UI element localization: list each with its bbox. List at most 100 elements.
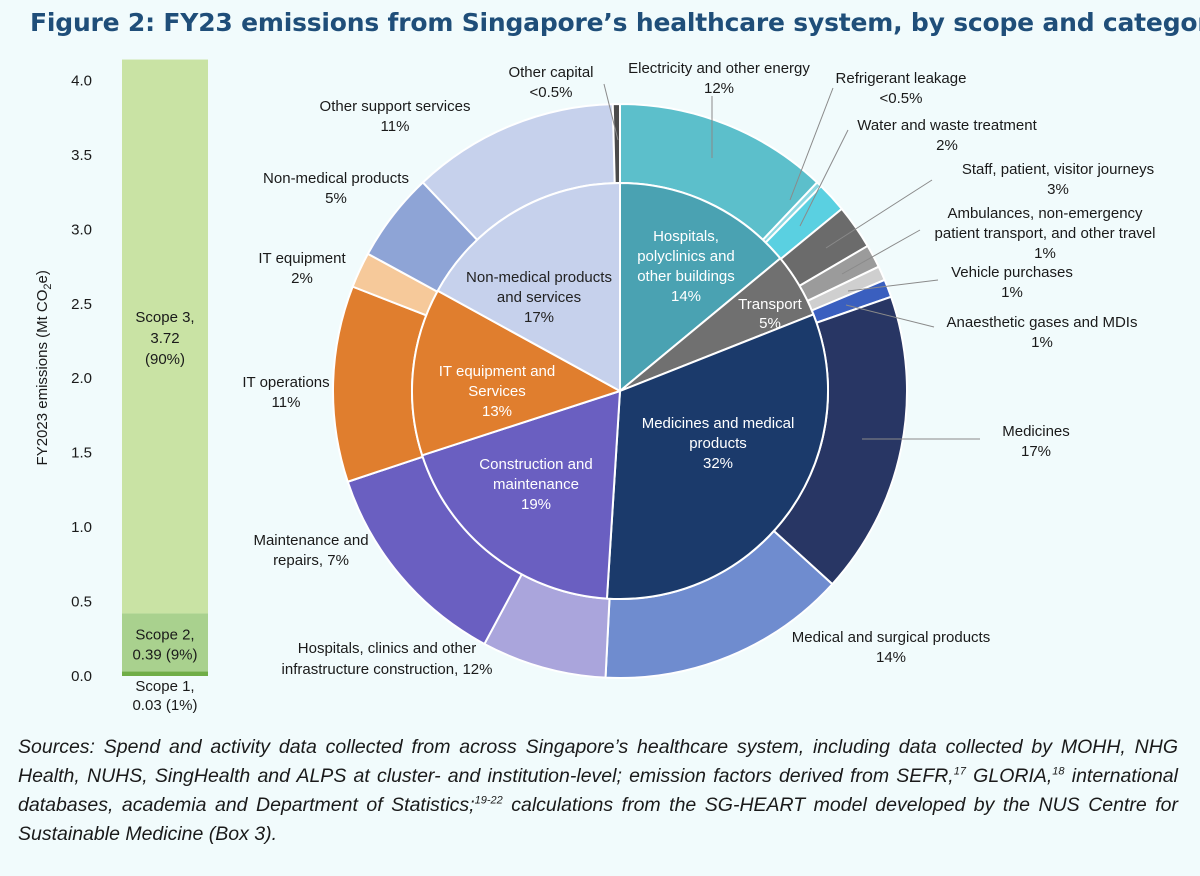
outer-label-it-equipment-line: 2% bbox=[291, 270, 313, 287]
scope-bar-chart: 0.0 0.5 1.0 1.5 2.0 2.5 3.0 3.5 4.0 FY2023 emissi… bbox=[34, 59, 208, 714]
inner-label-it-equipment-and-services-line: 13% bbox=[482, 403, 512, 420]
bar-label-scope-1: Scope 1, 0.03 (1%) bbox=[132, 678, 197, 714]
outer-label-it-operations-line: IT operations bbox=[242, 374, 329, 391]
inner-slice-hospitals-polyclinics-and-other-buildings bbox=[619, 182, 782, 392]
bar-label-scope-1-line: Scope 1, bbox=[135, 678, 194, 695]
reference-superscript: 19-22 bbox=[474, 794, 503, 807]
outer-label-medicines: Medicines 17% bbox=[1002, 423, 1070, 460]
outer-label-other-capital-line: Other capital bbox=[508, 64, 593, 81]
outer-label-other-support-services-line: Other support services bbox=[320, 98, 471, 115]
outer-label-maintenance-and-repairs-line: repairs, 7% bbox=[273, 552, 349, 569]
outer-label-refrigerant-leakage-line: Refrigerant leakage bbox=[836, 70, 967, 87]
sources-text: international databases, academia and De… bbox=[18, 765, 1178, 816]
inner-label-medicines-and-medical-products-line: products bbox=[689, 435, 747, 452]
bar-label-scope-2-line: Scope 2, bbox=[135, 626, 194, 643]
outer-label-medicines-line: 17% bbox=[1021, 443, 1051, 460]
leader-line-anaesthetic-gases-and-mdis bbox=[845, 304, 935, 328]
outer-label-it-operations: IT operations 11% bbox=[242, 374, 329, 411]
sources-text: Sources: Spend and activity data collect… bbox=[18, 736, 1178, 787]
y-tick-label: 1.0 bbox=[71, 519, 92, 536]
outer-label-medical-and-surgical-products-line: Medical and surgical products bbox=[792, 629, 990, 646]
outer-label-refrigerant-leakage: Refrigerant leakage <0.5% bbox=[836, 70, 967, 107]
y-tick-label: 0.0 bbox=[71, 668, 92, 685]
y-axis-label-end: e) bbox=[34, 270, 51, 283]
sources-note: Sources: Spend and activity data collect… bbox=[18, 733, 1178, 849]
outer-label-it-equipment-line: IT equipment bbox=[258, 250, 346, 267]
emissions-chart: 0.0 0.5 1.0 1.5 2.0 2.5 3.0 3.5 4.0 FY2023 emissi… bbox=[34, 59, 1156, 714]
y-tick-label: 4.0 bbox=[71, 72, 92, 89]
outer-label-hospitals-clinics-and-other-infrastructure-construction-line: Hospitals, clinics and other bbox=[298, 640, 476, 657]
outer-label-water-and-waste-treatment-line: 2% bbox=[936, 137, 958, 154]
inner-label-non-medical-products-and-services-line: and services bbox=[497, 289, 581, 306]
y-axis-label-sub: 2 bbox=[42, 283, 54, 289]
inner-label-construction-and-maintenance: Construction and maintenance 19% bbox=[479, 456, 592, 513]
bar-segment-scope-1 bbox=[122, 671, 208, 676]
inner-label-construction-and-maintenance-line: maintenance bbox=[493, 476, 579, 493]
outer-label-non-medical-products-line: 5% bbox=[325, 190, 347, 207]
y-axis-label: FY2023 emissions (Mt CO2e) bbox=[34, 270, 54, 465]
y-tick-label: 0.5 bbox=[71, 594, 92, 611]
inner-label-hospitals-polyclinics-and-other-buildings-line: 14% bbox=[671, 288, 701, 305]
inner-label-construction-and-maintenance-line: Construction and bbox=[479, 456, 592, 473]
outer-label-water-and-waste-treatment: Water and waste treatment 2% bbox=[857, 117, 1037, 154]
bar-label-scope-2-line: 0.39 (9%) bbox=[132, 646, 197, 663]
inner-label-medicines-and-medical-products-line: 32% bbox=[703, 455, 733, 472]
outer-label-ambulances-non-emergency-patient-transport-and-other-travel-line: Ambulances, non-emergency bbox=[947, 205, 1143, 222]
inner-label-non-medical-products-and-services-line: 17% bbox=[524, 309, 554, 326]
outer-label-staff-patient-visitor-journeys: Staff, patient, visitor journeys 3% bbox=[962, 161, 1154, 198]
bar-label-scope-3-line: 3.72 bbox=[150, 330, 179, 347]
outer-slice-other-capital bbox=[611, 102, 621, 185]
y-tick-label: 2.5 bbox=[71, 296, 92, 313]
outer-label-staff-patient-visitor-journeys-line: 3% bbox=[1047, 181, 1069, 198]
inner-label-it-equipment-and-services: IT equipment and Services 13% bbox=[439, 363, 555, 420]
outer-label-anaesthetic-gases-and-mdis-line: Anaesthetic gases and MDIs bbox=[947, 314, 1138, 331]
outer-label-anaesthetic-gases-and-mdis: Anaesthetic gases and MDIs 1% bbox=[947, 314, 1138, 351]
outer-label-water-and-waste-treatment-line: Water and waste treatment bbox=[857, 117, 1037, 134]
outer-label-electricity-and-other-energy: Electricity and other energy 12% bbox=[628, 60, 810, 97]
inner-label-it-equipment-and-services-line: Services bbox=[468, 383, 526, 400]
y-tick-label: 3.0 bbox=[71, 221, 92, 238]
outer-label-hospitals-clinics-and-other-infrastructure-construction: Hospitals, clinics and other infrastructu… bbox=[282, 640, 493, 678]
inner-slice-construction-and-maintenance bbox=[421, 390, 621, 600]
y-tick-label: 1.5 bbox=[71, 445, 92, 462]
sources-text: calculations from the SG-HEART model dev… bbox=[18, 794, 1178, 845]
bar-segment-scope-3 bbox=[122, 59, 208, 614]
leader-line-refrigerant-leakage bbox=[789, 87, 834, 201]
leader-line-other-capital bbox=[603, 83, 619, 141]
inner-label-it-equipment-and-services-line: IT equipment and bbox=[439, 363, 555, 380]
reference-superscript: 18 bbox=[1052, 765, 1065, 778]
inner-slice-it-equipment-and-services bbox=[411, 289, 621, 457]
outer-label-hospitals-clinics-and-other-infrastructure-construction-line: infrastructure construction, 12% bbox=[282, 661, 493, 678]
outer-label-ambulances-non-emergency-patient-transport-and-other-travel-line: patient transport, and other travel bbox=[935, 225, 1156, 242]
outer-label-vehicle-purchases-line: 1% bbox=[1001, 284, 1023, 301]
outer-label-refrigerant-leakage-line: <0.5% bbox=[880, 90, 923, 107]
leader-line-ambulances-non-emergency-patient-transport-and-other-travel bbox=[841, 229, 921, 275]
outer-label-other-capital: Other capital <0.5% bbox=[508, 64, 593, 101]
inner-label-hospitals-polyclinics-and-other-buildings: Hospitals, polyclinics and other buildings… bbox=[637, 228, 735, 305]
figure-title: Figure 2: FY23 emissions from Singapore’… bbox=[30, 8, 1200, 37]
inner-slice-medicines-and-medical-products bbox=[605, 313, 829, 600]
outer-label-medicines-line: Medicines bbox=[1002, 423, 1070, 440]
category-sunburst: Hospitals, polyclinics and other buildings… bbox=[242, 60, 1156, 679]
inner-label-non-medical-products-and-services: Non-medical products and services 17% bbox=[466, 269, 612, 326]
outer-label-maintenance-and-repairs: Maintenance and repairs, 7% bbox=[253, 532, 368, 569]
inner-label-construction-and-maintenance-line: 19% bbox=[521, 496, 551, 513]
inner-label-hospitals-polyclinics-and-other-buildings-line: other buildings bbox=[637, 268, 735, 285]
outer-label-medical-and-surgical-products: Medical and surgical products 14% bbox=[792, 629, 990, 666]
bar-label-scope-1-line: 0.03 (1%) bbox=[132, 697, 197, 714]
inner-slice-non-medical-products-and-services bbox=[436, 182, 621, 392]
sources-text: GLORIA, bbox=[965, 765, 1053, 787]
inner-label-hospitals-polyclinics-and-other-buildings-line: Hospitals, bbox=[653, 228, 719, 245]
inner-label-non-medical-products-and-services-line: Non-medical products bbox=[466, 269, 612, 286]
outer-label-it-operations-line: 11% bbox=[272, 394, 301, 411]
inner-label-transport-line: 5% bbox=[759, 315, 781, 332]
outer-label-other-capital-line: <0.5% bbox=[530, 84, 573, 101]
outer-label-non-medical-products: Non-medical products 5% bbox=[263, 170, 409, 207]
bar-label-scope-3-line: (90%) bbox=[145, 351, 185, 368]
outer-label-staff-patient-visitor-journeys-line: Staff, patient, visitor journeys bbox=[962, 161, 1154, 178]
inner-label-transport: Transport 5% bbox=[738, 296, 802, 332]
bar-label-scope-3: Scope 3, 3.72 (90%) bbox=[135, 309, 194, 368]
inner-label-transport-line: Transport bbox=[738, 296, 802, 313]
outer-label-maintenance-and-repairs-line: Maintenance and bbox=[253, 532, 368, 549]
bar-label-scope-3-line: Scope 3, bbox=[135, 309, 194, 326]
